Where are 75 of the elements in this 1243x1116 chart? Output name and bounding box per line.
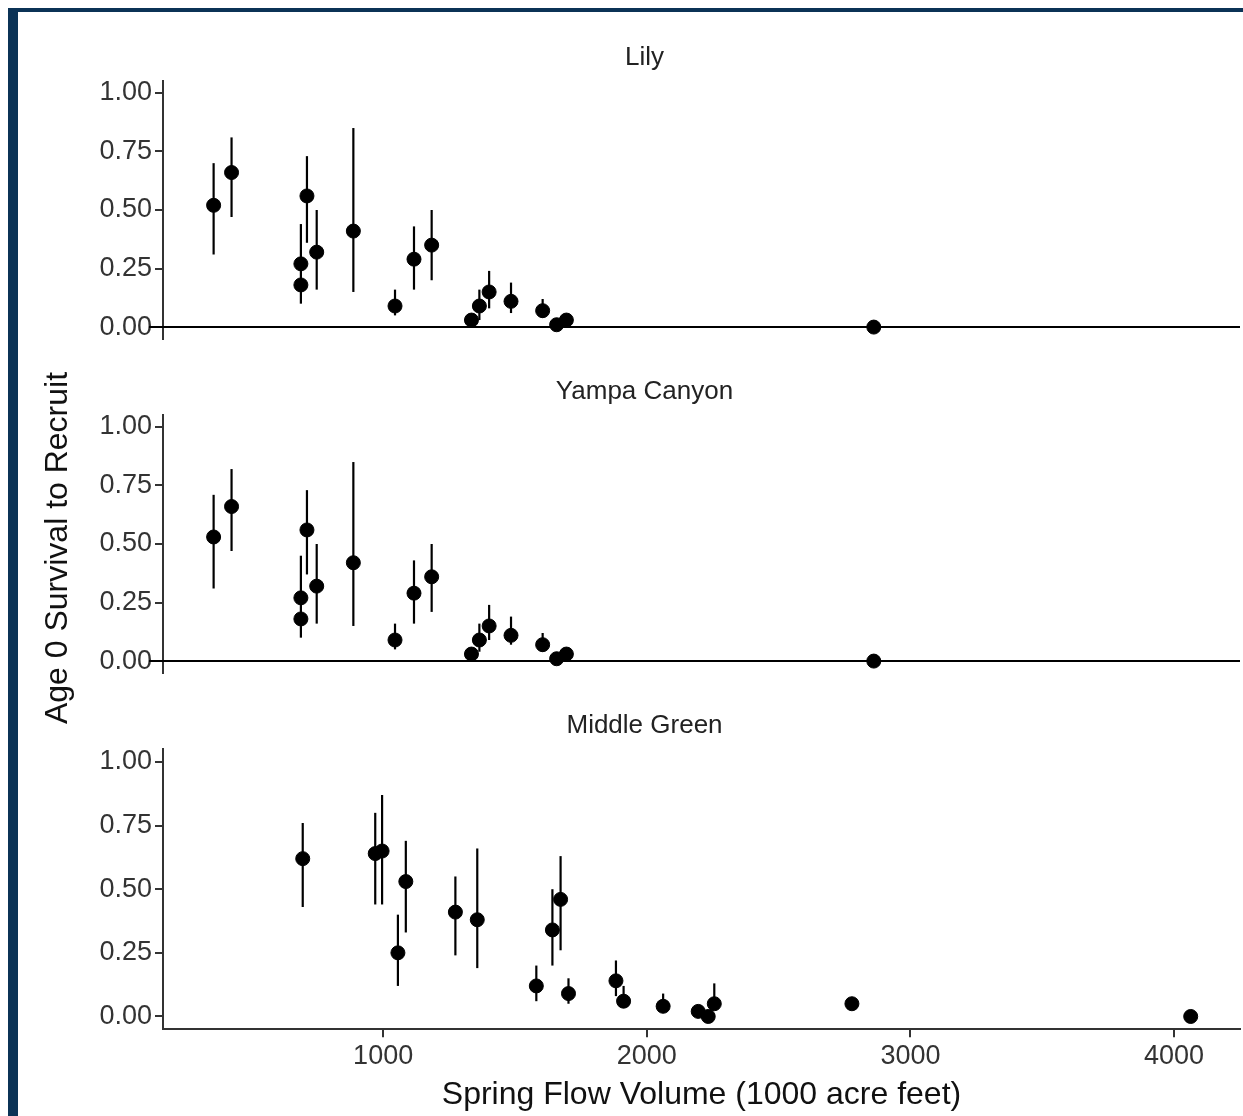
point (558, 312, 574, 328)
point (424, 237, 440, 253)
point (463, 312, 479, 328)
point (535, 637, 551, 653)
point (374, 843, 390, 859)
y-tick-label: 0.50 (99, 193, 152, 224)
point (206, 529, 222, 545)
point (706, 996, 722, 1012)
point (345, 555, 361, 571)
chart-title: Yampa Canyon (555, 374, 734, 405)
y-tick-label: 0.00 (99, 644, 152, 675)
y-tick-label: 0.25 (99, 252, 152, 282)
point (293, 256, 309, 272)
point (481, 618, 497, 634)
point (844, 996, 860, 1012)
point (299, 522, 315, 538)
point (424, 569, 440, 585)
point (293, 590, 309, 606)
point (447, 904, 463, 920)
point (398, 874, 414, 890)
point (469, 912, 485, 928)
point (387, 298, 403, 314)
x-tick-label: 2000 (616, 1039, 677, 1070)
point (295, 851, 311, 867)
point (293, 611, 309, 627)
point (700, 1008, 716, 1024)
chart-title: Middle Green (566, 708, 723, 739)
y-tick-label: 0.25 (99, 586, 152, 616)
x-tick-label: 4000 (1144, 1039, 1205, 1070)
y-axis-title: Age 0 Survival to Recruit (37, 371, 75, 725)
point (293, 277, 309, 293)
point (503, 627, 519, 643)
point (558, 646, 574, 662)
point (406, 585, 422, 601)
point (866, 319, 882, 335)
point (224, 499, 240, 515)
point (309, 244, 325, 260)
point (206, 197, 222, 213)
point (481, 284, 497, 300)
point (390, 945, 406, 961)
point (553, 891, 569, 907)
point (471, 298, 487, 314)
point (387, 632, 403, 648)
point (528, 978, 544, 994)
point (866, 653, 882, 669)
point (345, 223, 361, 239)
y-tick-label: 0.50 (99, 527, 152, 558)
y-tick-label: 0.75 (99, 809, 152, 840)
point (608, 973, 624, 989)
point (560, 986, 576, 1002)
point (471, 632, 487, 648)
x-tick-label: 3000 (880, 1039, 941, 1070)
point (299, 188, 315, 204)
x-axis-title: Spring Flow Volume (1000 acre feet) (441, 1074, 962, 1111)
point (616, 993, 632, 1009)
point (1183, 1008, 1199, 1024)
y-tick-label: 1.00 (99, 76, 152, 107)
y-tick-label: 0.75 (99, 468, 152, 499)
point (406, 251, 422, 267)
y-tick-label: 0.00 (99, 310, 152, 341)
point (503, 293, 519, 309)
x-tick-label: 1000 (353, 1039, 414, 1070)
chart-title: Lily (624, 40, 665, 71)
y-tick-label: 0.00 (99, 999, 152, 1030)
y-tick-label: 0.50 (99, 872, 152, 903)
point (655, 998, 671, 1014)
y-tick-label: 1.00 (99, 745, 152, 776)
y-tick-label: 0.75 (99, 134, 152, 165)
point (224, 165, 240, 181)
y-tick-label: 1.00 (99, 410, 152, 441)
point (544, 922, 560, 938)
y-tick-label: 0.25 (99, 936, 152, 967)
point (535, 303, 551, 319)
point (463, 646, 479, 662)
point (309, 578, 325, 594)
